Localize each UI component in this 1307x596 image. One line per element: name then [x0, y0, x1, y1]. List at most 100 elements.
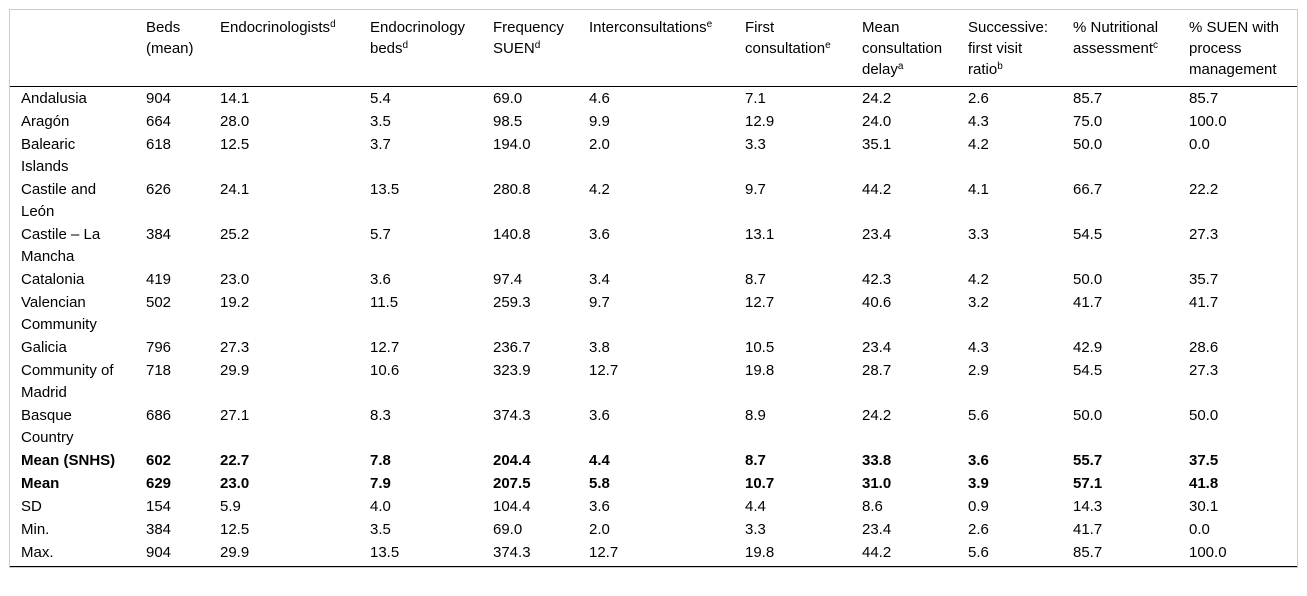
row-label: Community of Madrid: [21, 362, 114, 401]
cell: 44.2: [862, 181, 892, 198]
cell: 9.7: [745, 181, 766, 198]
cell: 100.0: [1189, 544, 1227, 561]
header-box: Beds (mean): [146, 17, 203, 59]
cell: 97.4: [493, 271, 523, 288]
cell: 154: [146, 498, 172, 515]
row-label: Galicia: [21, 339, 67, 356]
cell: 27.3: [1189, 226, 1219, 243]
cell: 41.8: [1189, 475, 1219, 492]
column-header: % SUEN with process management: [1178, 10, 1297, 87]
header-text: Interconsultations: [589, 19, 707, 36]
cell: 12.9: [745, 113, 775, 130]
cell: 24.2: [862, 407, 892, 424]
cell: 3.3: [745, 521, 766, 538]
cell: 374.3: [493, 407, 531, 424]
column-header: [10, 10, 135, 87]
row-label: Mean: [21, 475, 60, 492]
footnote-mark: a: [897, 61, 904, 72]
cell: 3.5: [370, 113, 391, 130]
cell: 602: [146, 452, 172, 469]
cell: 42.3: [862, 271, 892, 288]
table-row: Basque Country 686 27.1 8.3 374.3 3.6 8.9 24.2 5…: [10, 404, 1297, 449]
cell: 41.7: [1073, 294, 1103, 311]
cell: 0.0: [1189, 521, 1210, 538]
cell: 13.5: [370, 181, 400, 198]
cell: 2.9: [968, 362, 989, 379]
cell: 3.5: [370, 521, 391, 538]
cell: 419: [146, 271, 172, 288]
cell: 0.0: [1189, 136, 1210, 153]
header-box: First consultatione: [745, 17, 845, 59]
column-header: Successive: first visit ratiob: [957, 10, 1062, 87]
cell: 3.4: [589, 271, 610, 288]
cell: 140.8: [493, 226, 531, 243]
row-label: SD: [21, 498, 42, 515]
cell: 3.6: [370, 271, 391, 288]
header-text: Frequency SUEN: [493, 19, 564, 57]
cell: 8.7: [745, 452, 766, 469]
column-header: First consultatione: [734, 10, 851, 87]
footnote-mark: c: [1153, 40, 1159, 51]
cell: 5.6: [968, 407, 989, 424]
header-box: % SUEN with process management: [1189, 17, 1291, 80]
cell: 3.3: [968, 226, 989, 243]
cell: 7.9: [370, 475, 391, 492]
table-row: Castile – La Mancha 384 25.2 5.7 140.8 3.6 13.…: [10, 223, 1297, 268]
header-box: Frequency SUENd: [493, 17, 572, 59]
cell: 44.2: [862, 544, 892, 561]
cell: 22.2: [1189, 181, 1219, 198]
cell: 69.0: [493, 90, 523, 107]
cell: 24.1: [220, 181, 250, 198]
cell: 629: [146, 475, 172, 492]
header-text: Endocrinologists: [220, 19, 331, 36]
cell: 374.3: [493, 544, 531, 561]
row-label: Aragón: [21, 113, 70, 130]
cell: 13.1: [745, 226, 775, 243]
cell: 4.2: [968, 271, 989, 288]
cell: 98.5: [493, 113, 523, 130]
table-row: Aragón 664 28.0 3.5 98.5 9.9 12.9 24.0 4.3 75.0 10…: [10, 110, 1297, 133]
table-row: Balearic Islands 618 12.5 3.7 194.0 2.0 3.3 35.…: [10, 133, 1297, 178]
row-label: Andalusia: [21, 90, 87, 107]
cell: 4.2: [589, 181, 610, 198]
cell: 204.4: [493, 452, 531, 469]
cell: 23.4: [862, 521, 892, 538]
cell: 904: [146, 90, 172, 107]
footnote-mark: d: [534, 40, 541, 51]
cell: 14.3: [1073, 498, 1103, 515]
cell: 207.5: [493, 475, 531, 492]
cell: 3.6: [589, 407, 610, 424]
header-text: Beds (mean): [146, 19, 194, 57]
table-row: Max. 904 29.9 13.5 374.3 12.7 19.8 44.2 5.6 85.7 1…: [10, 541, 1297, 567]
cell: 686: [146, 407, 172, 424]
cell: 19.8: [745, 544, 775, 561]
cell: 10.5: [745, 339, 775, 356]
cell: 2.6: [968, 521, 989, 538]
cell: 664: [146, 113, 172, 130]
footnote-mark: b: [997, 61, 1003, 72]
cell: 57.1: [1073, 475, 1103, 492]
cell: 5.4: [370, 90, 391, 107]
row-label: Mean (SNHS): [21, 452, 116, 469]
header-text: % Nutritional assessment: [1073, 19, 1159, 57]
cell: 3.6: [968, 452, 989, 469]
cell: 100.0: [1189, 113, 1227, 130]
cell: 3.8: [589, 339, 610, 356]
cell: 29.9: [220, 544, 250, 561]
row-label: Castile and León: [21, 181, 97, 220]
cell: 85.7: [1073, 544, 1103, 561]
cell: 4.4: [589, 452, 610, 469]
column-header: Beds (mean): [135, 10, 209, 87]
table-row: Mean (SNHS) 602 22.7 7.8 204.4 4.4 8.7 33.8 3.6 5…: [10, 449, 1297, 472]
cell: 27.3: [220, 339, 250, 356]
cell: 85.7: [1189, 90, 1219, 107]
cell: 27.3: [1189, 362, 1219, 379]
cell: 28.7: [862, 362, 892, 379]
header-box: Endocrinology bedsd: [370, 17, 476, 59]
cell: 24.2: [862, 90, 892, 107]
cell: 12.7: [370, 339, 400, 356]
cell: 4.0: [370, 498, 391, 515]
cell: 13.5: [370, 544, 400, 561]
table-row: Min. 384 12.5 3.5 69.0 2.0 3.3 23.4 2.6 41.7 0.0: [10, 518, 1297, 541]
cell: 4.3: [968, 339, 989, 356]
